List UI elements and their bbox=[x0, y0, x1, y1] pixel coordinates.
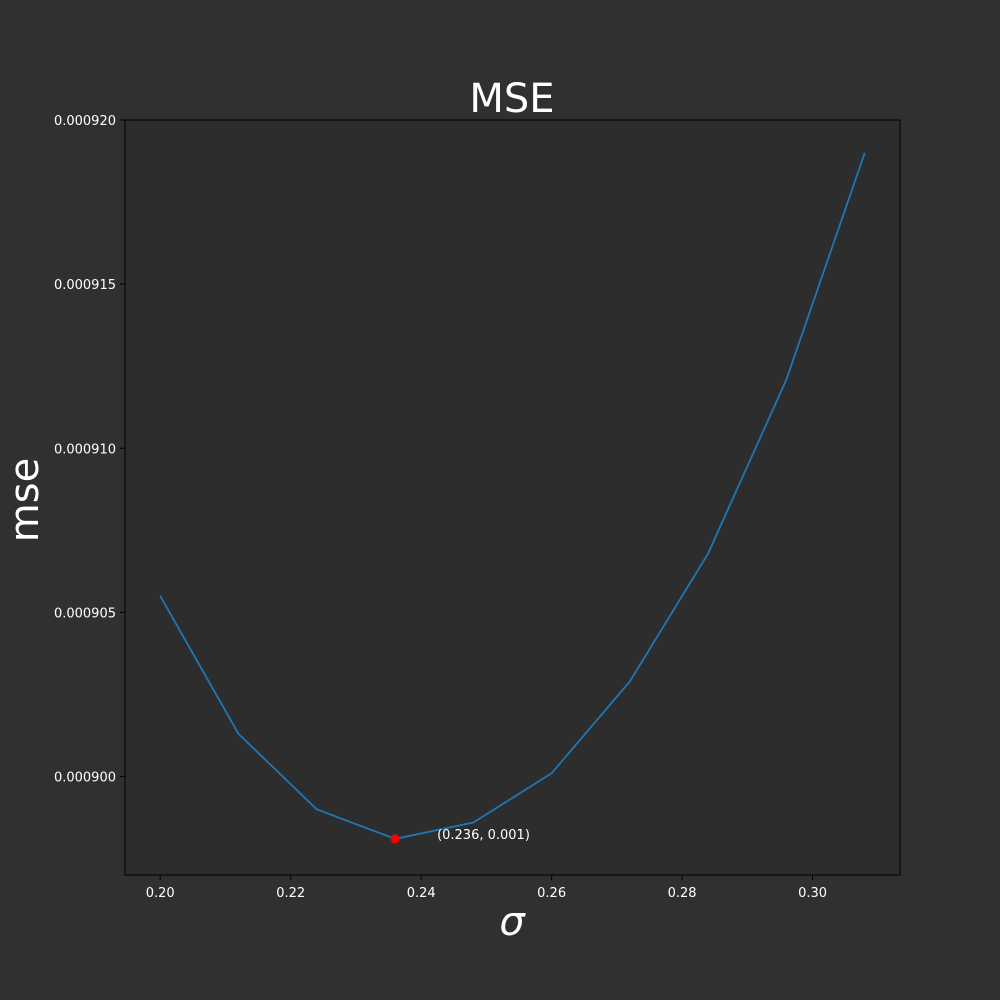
x-tick-label: 0.22 bbox=[276, 886, 305, 901]
marker-layer: (0.236, 0.001) bbox=[390, 828, 530, 844]
minimum-point bbox=[390, 834, 400, 844]
x-tick-label: 0.26 bbox=[537, 886, 566, 901]
series-line bbox=[159, 152, 866, 840]
y-tick-label: 0.000905 bbox=[54, 606, 116, 621]
y-axis-label: mse bbox=[2, 458, 48, 542]
x-axis-label: σ bbox=[499, 899, 526, 945]
y-tick-label: 0.000900 bbox=[54, 771, 116, 786]
chart-title: MSE bbox=[469, 76, 554, 122]
x-tick-label: 0.28 bbox=[668, 886, 697, 901]
y-tick-label: 0.000910 bbox=[54, 442, 116, 457]
y-tick-label: 0.000920 bbox=[54, 114, 116, 129]
series-layer bbox=[159, 152, 866, 840]
plot-area bbox=[124, 119, 901, 876]
minimum-annotation: (0.236, 0.001) bbox=[437, 828, 530, 843]
x-tick-label: 0.30 bbox=[798, 886, 827, 901]
ticks-layer: 0.20 0.22 0.24 0.26 0.28 0.30 0.000900 0.000905… bbox=[54, 114, 827, 901]
x-tick-label: 0.20 bbox=[146, 886, 175, 901]
y-tick-label: 0.000915 bbox=[54, 278, 116, 293]
x-tick-label: 0.24 bbox=[407, 886, 436, 901]
